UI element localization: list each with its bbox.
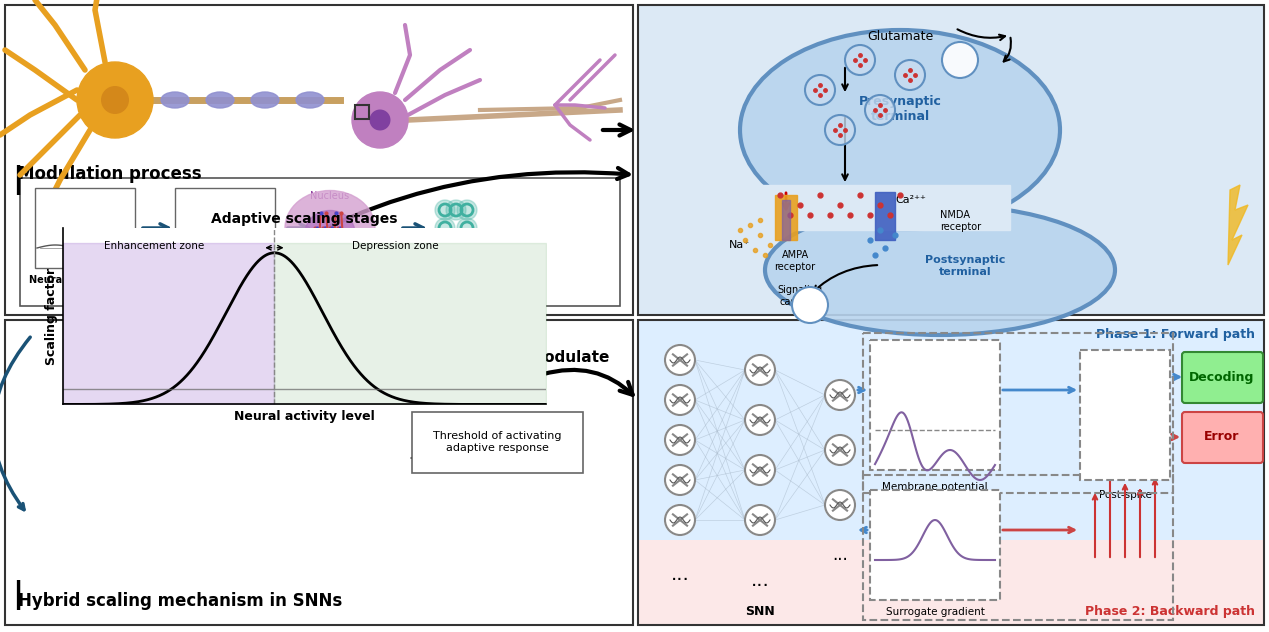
Circle shape — [457, 218, 477, 238]
Circle shape — [865, 95, 895, 125]
Text: ...: ... — [832, 546, 848, 564]
Circle shape — [457, 200, 477, 220]
FancyArrowPatch shape — [603, 125, 631, 135]
Circle shape — [665, 465, 695, 495]
Text: NMDA
receptor: NMDA receptor — [940, 210, 981, 231]
Text: Error: Error — [1204, 430, 1240, 444]
FancyBboxPatch shape — [1181, 412, 1263, 463]
Circle shape — [745, 505, 775, 535]
Text: Depression zone: Depression zone — [352, 241, 438, 251]
Circle shape — [745, 405, 775, 435]
Circle shape — [665, 345, 695, 375]
Text: Signaling
cascade: Signaling cascade — [778, 285, 822, 307]
Circle shape — [792, 287, 827, 323]
Text: Decoding: Decoding — [1189, 370, 1255, 384]
Text: Modulate: Modulate — [530, 350, 610, 365]
Ellipse shape — [296, 92, 324, 108]
Text: CaMKIV*: CaMKIV* — [303, 275, 357, 285]
Text: Na⁺: Na⁺ — [728, 240, 750, 250]
Ellipse shape — [206, 92, 233, 108]
Ellipse shape — [251, 92, 279, 108]
Title: Adaptive scaling stages: Adaptive scaling stages — [212, 212, 397, 226]
Bar — [775, 195, 797, 240]
Text: Nucleus: Nucleus — [311, 191, 349, 201]
Circle shape — [745, 355, 775, 385]
X-axis label: Neural activity level: Neural activity level — [235, 410, 374, 423]
Circle shape — [825, 115, 855, 145]
Circle shape — [825, 435, 855, 465]
Y-axis label: Scaling factor: Scaling factor — [44, 267, 58, 365]
Circle shape — [352, 92, 409, 148]
Circle shape — [745, 455, 775, 485]
Ellipse shape — [161, 92, 189, 108]
Ellipse shape — [286, 190, 376, 265]
FancyBboxPatch shape — [1181, 352, 1263, 403]
FancyBboxPatch shape — [20, 178, 621, 306]
Text: Membrane potential: Membrane potential — [882, 482, 987, 492]
FancyBboxPatch shape — [5, 320, 633, 625]
Circle shape — [665, 505, 695, 535]
Text: Post-spike: Post-spike — [1099, 490, 1151, 500]
Ellipse shape — [765, 205, 1115, 335]
Text: Presynaptic
terminal: Presynaptic terminal — [859, 95, 942, 123]
Circle shape — [102, 87, 128, 113]
Text: SNN: SNN — [745, 605, 775, 618]
Text: |: | — [11, 580, 23, 610]
Text: Glutamate: Glutamate — [867, 30, 933, 43]
Text: Phase 1: Forward path: Phase 1: Forward path — [1096, 328, 1255, 341]
Text: Threshold of activating
adaptive response: Threshold of activating adaptive respons… — [433, 431, 561, 453]
FancyBboxPatch shape — [871, 340, 1000, 470]
Circle shape — [895, 60, 925, 90]
Bar — [876, 192, 895, 240]
Text: ...: ... — [670, 566, 689, 585]
Text: Surrogate gradient: Surrogate gradient — [886, 607, 985, 617]
FancyBboxPatch shape — [871, 490, 1000, 600]
FancyBboxPatch shape — [638, 5, 1264, 315]
Circle shape — [825, 490, 855, 520]
FancyBboxPatch shape — [638, 320, 1264, 540]
Bar — [36, 188, 135, 268]
Circle shape — [805, 75, 835, 105]
Circle shape — [435, 218, 456, 238]
Text: Enhancement zone: Enhancement zone — [104, 241, 204, 251]
Bar — [355, 105, 369, 119]
Text: |: | — [11, 165, 23, 195]
Text: Modulation process: Modulation process — [18, 165, 202, 183]
FancyBboxPatch shape — [5, 5, 633, 315]
FancyBboxPatch shape — [1080, 350, 1170, 480]
Text: Δ[Ca]: Δ[Ca] — [206, 275, 245, 288]
Circle shape — [665, 385, 695, 415]
Text: Ca²⁺⁺: Ca²⁺⁺ — [895, 195, 926, 205]
Circle shape — [845, 45, 876, 75]
Ellipse shape — [305, 210, 355, 255]
Text: Scaling factor: Scaling factor — [412, 275, 500, 285]
FancyBboxPatch shape — [412, 412, 582, 473]
Text: ...: ... — [751, 571, 769, 590]
FancyBboxPatch shape — [638, 540, 1264, 625]
Text: Hybrid scaling mechanism in SNNs: Hybrid scaling mechanism in SNNs — [18, 592, 343, 610]
Bar — [782, 200, 791, 240]
Circle shape — [942, 42, 978, 78]
Circle shape — [825, 380, 855, 410]
Circle shape — [435, 200, 456, 220]
Circle shape — [665, 425, 695, 455]
Text: AMPA
receptor: AMPA receptor — [774, 250, 816, 272]
Text: Neural activity level: Neural activity level — [29, 275, 141, 285]
Bar — [750, 185, 1010, 230]
Ellipse shape — [740, 30, 1060, 230]
Text: Postsynaptic
terminal: Postsynaptic terminal — [925, 255, 1005, 277]
Polygon shape — [1228, 185, 1247, 265]
Bar — [175, 188, 275, 268]
Circle shape — [77, 62, 154, 138]
Circle shape — [371, 110, 390, 130]
Text: Phase 2: Backward path: Phase 2: Backward path — [1085, 605, 1255, 618]
Circle shape — [445, 200, 466, 220]
